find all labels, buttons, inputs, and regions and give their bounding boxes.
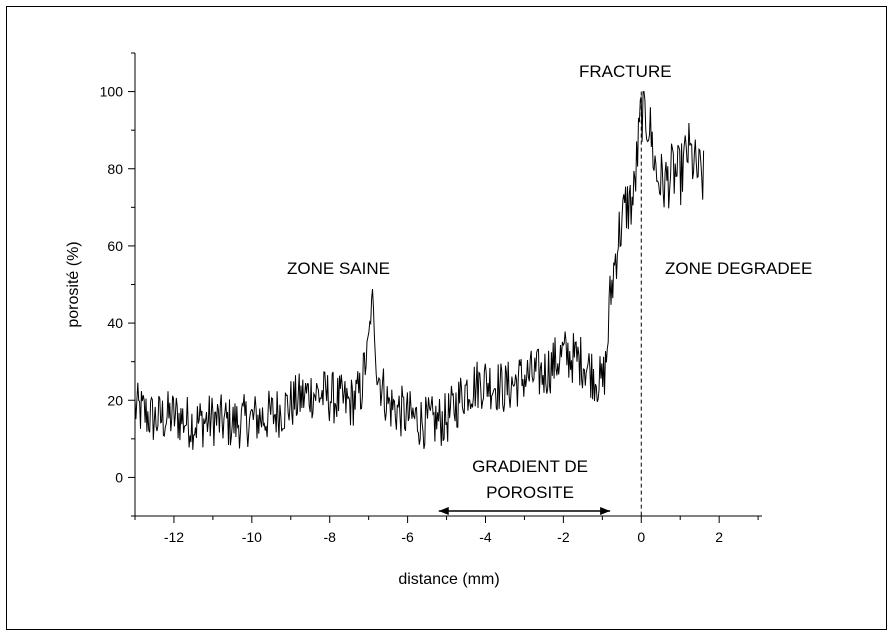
x-tick-label: -6	[401, 529, 414, 545]
x-tick-label: 0	[637, 529, 645, 545]
gradient-arrow-left-head	[438, 507, 449, 515]
y-tick-label: 40	[107, 315, 123, 331]
fracture-label: FRACTURE	[579, 62, 672, 81]
x-tick-label: 2	[715, 529, 723, 545]
annotation-layer: ZONE SAINE FRACTURE ZONE DEGRADEE GRADIE…	[287, 62, 812, 502]
figure-frame	[6, 6, 887, 630]
x-tick-label: -10	[242, 529, 262, 545]
gradient-arrow-right-head	[600, 507, 611, 515]
x-tick-label: -2	[557, 529, 570, 545]
zone-saine-label: ZONE SAINE	[287, 259, 390, 278]
series-layer	[134, 91, 705, 516]
y-tick-label: 100	[100, 84, 124, 100]
y-tick-label: 80	[107, 161, 123, 177]
y-tick-label: 60	[107, 238, 123, 254]
x-tick-label: -8	[323, 529, 336, 545]
y-tick-label: 0	[115, 469, 123, 485]
gradient-label-line2: POROSITE	[486, 483, 574, 502]
y-axis-label: porosité (%)	[65, 241, 82, 327]
x-tick-label: -4	[479, 529, 492, 545]
y-tick-label: 20	[107, 392, 123, 408]
x-axis-label: distance (mm)	[398, 571, 499, 588]
x-tick-label: -12	[164, 529, 184, 545]
gradient-label-line1: GRADIENT DE	[472, 457, 588, 476]
zone-degradee-label: ZONE DEGRADEE	[665, 259, 812, 278]
porosity-line	[134, 91, 705, 450]
